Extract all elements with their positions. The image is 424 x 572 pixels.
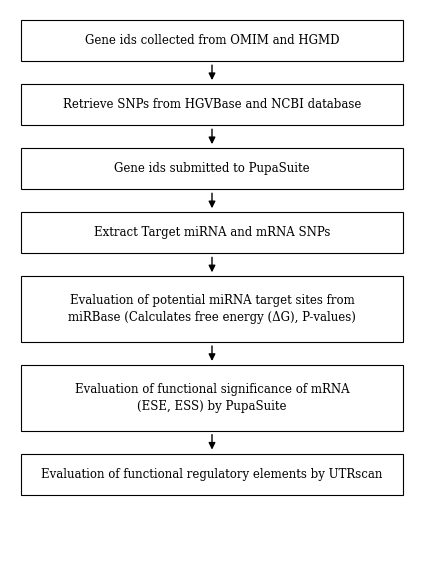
Text: Evaluation of functional significance of mRNA
(ESE, ESS) by PupaSuite: Evaluation of functional significance of…	[75, 383, 349, 413]
FancyBboxPatch shape	[21, 20, 403, 61]
FancyBboxPatch shape	[21, 212, 403, 253]
FancyBboxPatch shape	[21, 276, 403, 342]
Text: Gene ids collected from OMIM and HGMD: Gene ids collected from OMIM and HGMD	[85, 34, 339, 47]
Text: Retrieve SNPs from HGVBase and NCBI database: Retrieve SNPs from HGVBase and NCBI data…	[63, 98, 361, 111]
Text: Evaluation of potential miRNA target sites from
miRBase (Calculates free energy : Evaluation of potential miRNA target sit…	[68, 294, 356, 324]
FancyBboxPatch shape	[21, 84, 403, 125]
Text: Evaluation of functional regulatory elements by UTRscan: Evaluation of functional regulatory elem…	[41, 468, 383, 480]
Text: Extract Target miRNA and mRNA SNPs: Extract Target miRNA and mRNA SNPs	[94, 227, 330, 239]
Text: Gene ids submitted to PupaSuite: Gene ids submitted to PupaSuite	[114, 162, 310, 175]
FancyBboxPatch shape	[21, 365, 403, 431]
FancyBboxPatch shape	[21, 148, 403, 189]
FancyBboxPatch shape	[21, 454, 403, 495]
